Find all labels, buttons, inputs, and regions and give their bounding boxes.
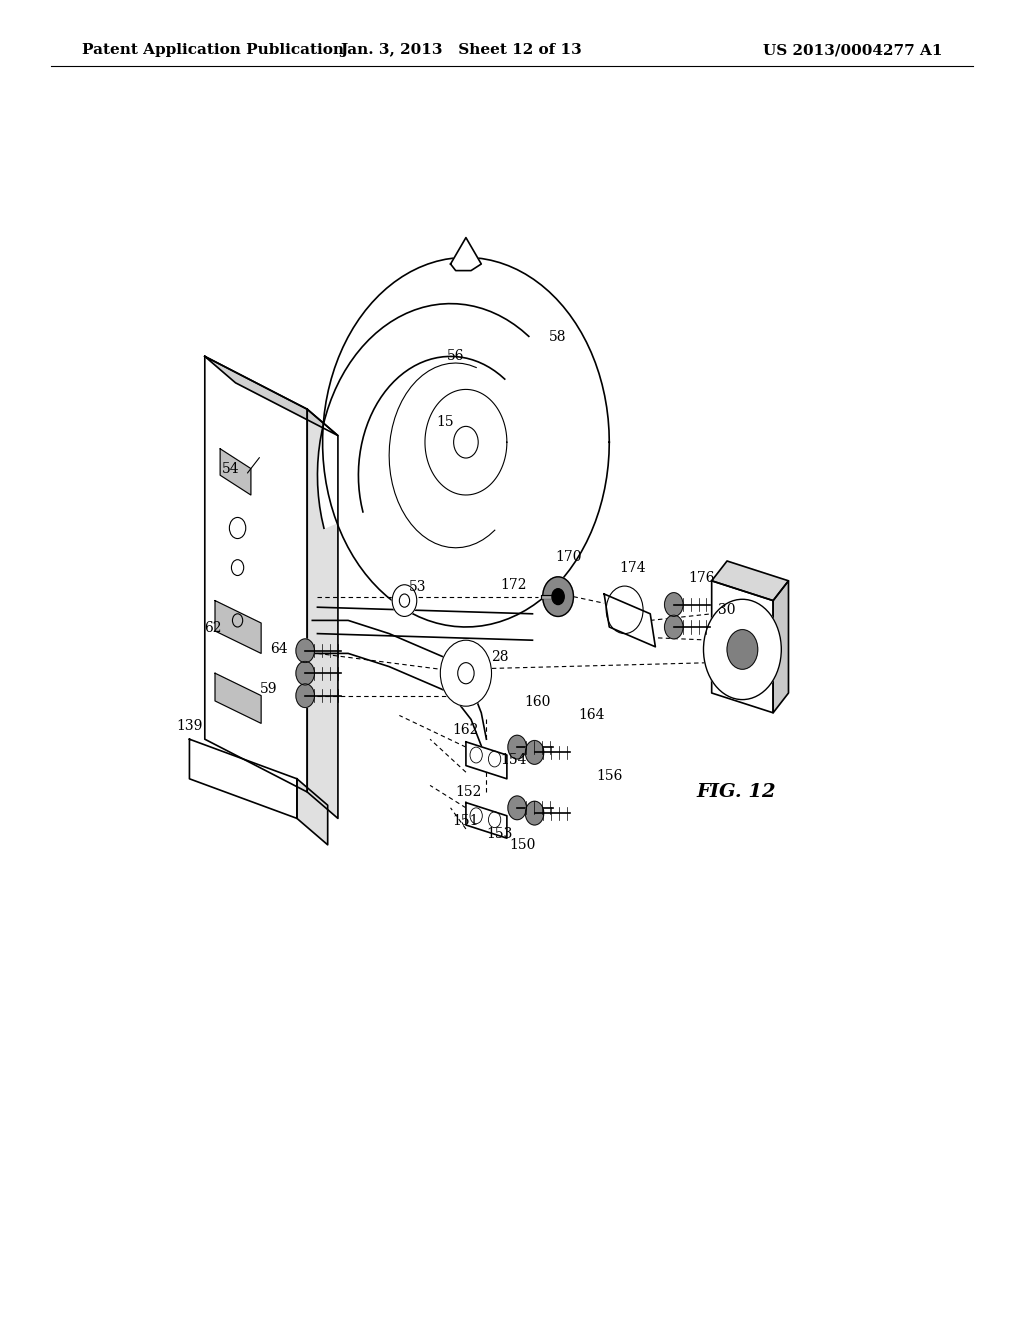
Circle shape (665, 593, 683, 616)
Polygon shape (205, 356, 307, 792)
Polygon shape (205, 356, 338, 436)
Text: 151: 151 (453, 814, 479, 828)
Text: 150: 150 (509, 838, 536, 851)
Text: 59: 59 (259, 682, 278, 696)
Text: 53: 53 (409, 581, 427, 594)
Polygon shape (712, 581, 773, 713)
Circle shape (392, 585, 417, 616)
Circle shape (508, 735, 526, 759)
Circle shape (296, 684, 314, 708)
Polygon shape (466, 803, 507, 838)
Text: 154: 154 (501, 754, 527, 767)
Polygon shape (604, 594, 655, 647)
Circle shape (440, 640, 492, 706)
Circle shape (525, 801, 544, 825)
Circle shape (606, 586, 643, 634)
Circle shape (296, 661, 314, 685)
Text: US 2013/0004277 A1: US 2013/0004277 A1 (763, 44, 942, 57)
Polygon shape (220, 449, 251, 495)
Text: 160: 160 (524, 696, 551, 709)
Circle shape (543, 577, 573, 616)
Circle shape (296, 639, 314, 663)
Polygon shape (215, 601, 261, 653)
Text: FIG. 12: FIG. 12 (696, 783, 776, 801)
Text: 176: 176 (688, 572, 715, 585)
Text: 56: 56 (446, 350, 465, 363)
Text: 15: 15 (436, 416, 455, 429)
Circle shape (508, 796, 526, 820)
Text: 54: 54 (221, 462, 240, 475)
Polygon shape (323, 257, 609, 627)
Text: 64: 64 (269, 643, 288, 656)
Polygon shape (712, 561, 788, 601)
Polygon shape (307, 409, 338, 818)
Text: 28: 28 (490, 651, 509, 664)
Circle shape (727, 630, 758, 669)
Circle shape (665, 615, 683, 639)
Text: 162: 162 (453, 723, 479, 737)
Polygon shape (466, 742, 507, 779)
Polygon shape (773, 581, 788, 713)
Polygon shape (317, 304, 528, 528)
Text: 139: 139 (176, 719, 203, 733)
Polygon shape (451, 238, 481, 271)
Text: 153: 153 (486, 828, 513, 841)
Text: 174: 174 (620, 561, 646, 574)
Circle shape (703, 599, 781, 700)
Text: 62: 62 (204, 622, 222, 635)
Text: Patent Application Publication: Patent Application Publication (82, 44, 344, 57)
Text: 164: 164 (579, 709, 605, 722)
Text: 30: 30 (718, 603, 736, 616)
Text: 152: 152 (456, 785, 482, 799)
Circle shape (525, 741, 544, 764)
Text: 172: 172 (501, 578, 527, 591)
Text: 156: 156 (596, 770, 623, 783)
Text: 170: 170 (555, 550, 582, 564)
Polygon shape (297, 779, 328, 845)
Text: 58: 58 (549, 330, 567, 343)
Polygon shape (215, 673, 261, 723)
Circle shape (552, 589, 564, 605)
Text: Jan. 3, 2013   Sheet 12 of 13: Jan. 3, 2013 Sheet 12 of 13 (340, 44, 582, 57)
